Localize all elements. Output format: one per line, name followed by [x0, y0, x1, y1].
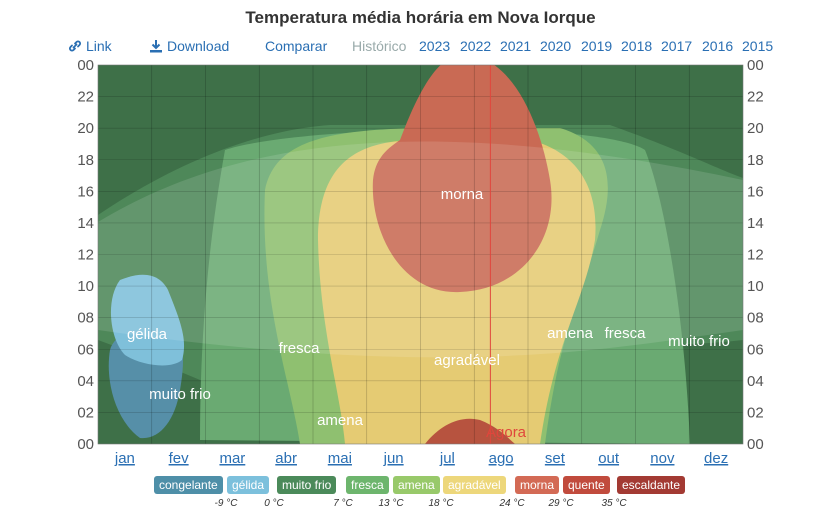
band-gelida — [110, 274, 185, 366]
year-link-2017[interactable]: 2017 — [661, 38, 693, 54]
year-link-2016[interactable]: 2016 — [702, 38, 734, 54]
plot-border — [97, 64, 744, 445]
legend-amena: amena — [393, 476, 440, 494]
y-tick-label: 10 — [747, 278, 764, 295]
legend-muito-frio: muito frio — [277, 476, 337, 494]
download-label: Download — [167, 38, 230, 54]
x-tick-label[interactable]: dez — [704, 450, 728, 467]
year-link-2022[interactable]: 2022 — [460, 38, 492, 54]
y-tick-label: 22 — [747, 89, 764, 106]
year-link-2020[interactable]: 2020 — [540, 38, 572, 54]
y-tick-label: 18 — [747, 152, 764, 169]
y-tick-label: 20 — [77, 120, 94, 137]
threshold-8: 35 °C — [601, 498, 627, 509]
y-tick-label: 10 — [77, 278, 94, 295]
year-link-2023[interactable]: 2023 — [419, 38, 451, 54]
compare-button[interactable]: Comparar — [265, 38, 328, 54]
y-tick-label: 00 — [77, 436, 94, 453]
y-axis-right: 00 02 04 06 08 10 12 14 16 18 20 22 00 — [747, 57, 764, 453]
band-morna-bottom — [425, 418, 515, 444]
legend-morna: morna — [515, 476, 560, 494]
threshold-7: 29 °C — [548, 498, 574, 509]
year-link-2018[interactable]: 2018 — [621, 38, 653, 54]
x-tick-label[interactable]: jun — [383, 450, 404, 467]
region-label-morna: morna — [441, 186, 484, 203]
y-axis-left: 00 02 04 06 08 10 12 14 16 18 20 22 00 — [77, 57, 94, 453]
history-label: Histórico — [352, 38, 407, 54]
daylight-shade — [98, 141, 743, 358]
y-tick-label: 02 — [747, 404, 764, 421]
x-tick-label[interactable]: jul — [439, 450, 455, 467]
legend-escaldante: escaldante — [617, 476, 686, 494]
threshold-5: 18 °C — [428, 498, 454, 509]
x-tick-label[interactable]: nov — [650, 450, 675, 467]
region-label-fresca: fresca — [279, 340, 321, 357]
plot-area — [98, 65, 743, 444]
y-tick-label: 08 — [747, 310, 764, 327]
y-tick-label: 02 — [77, 404, 94, 421]
legend-agradavel: agradável — [443, 476, 506, 494]
x-axis: jan fev mar abr mai jun jul ago set out nov dez — [114, 450, 728, 467]
legend-quente: quente — [563, 476, 610, 494]
year-link-2015[interactable]: 2015 — [742, 38, 774, 54]
threshold-1: -9 °C — [214, 498, 238, 509]
legend-gelida: gélida — [227, 476, 270, 494]
threshold-4: 13 °C — [378, 498, 404, 509]
threshold-6: 24 °C — [499, 498, 525, 509]
y-tick-label: 08 — [77, 310, 94, 327]
now-label: Agora — [486, 424, 527, 441]
region-label-muito-frio: muito frio — [149, 386, 211, 403]
y-tick-label: 00 — [77, 57, 94, 74]
region-label-gelida: gélida — [127, 326, 168, 343]
x-tick-label[interactable]: set — [545, 450, 566, 467]
band-morna — [372, 65, 552, 293]
region-label-muito-frio-2: muito frio — [668, 333, 730, 350]
legend-congelante: congelante — [154, 476, 223, 494]
chart-title: Temperatura média horária em Nova Iorque — [245, 8, 596, 27]
y-tick-label: 16 — [77, 183, 94, 200]
download-button[interactable]: Download — [149, 38, 229, 54]
region-label-agradavel: agradável — [434, 352, 500, 369]
x-tick-label[interactable]: jan — [114, 450, 135, 467]
y-tick-label: 12 — [747, 247, 764, 264]
gridlines — [98, 65, 743, 444]
y-tick-label: 00 — [747, 57, 764, 74]
x-tick-label[interactable]: mar — [219, 450, 245, 467]
y-tick-label: 16 — [747, 183, 764, 200]
x-tick-label[interactable]: abr — [275, 450, 297, 467]
y-tick-label: 22 — [77, 89, 94, 106]
year-link-2019[interactable]: 2019 — [581, 38, 613, 54]
x-tick-label[interactable]: fev — [169, 450, 190, 467]
y-tick-label: 18 — [77, 152, 94, 169]
link-button[interactable]: Link — [68, 38, 112, 54]
threshold-3: 7 °C — [333, 498, 353, 509]
y-tick-label: 06 — [747, 341, 764, 358]
region-label-amena: amena — [317, 412, 364, 429]
y-tick-label: 00 — [747, 436, 764, 453]
x-tick-label[interactable]: out — [598, 450, 620, 467]
legend-fresca: fresca — [346, 476, 389, 494]
y-tick-label: 06 — [77, 341, 94, 358]
download-icon — [150, 40, 162, 53]
link-label: Link — [86, 38, 112, 54]
region-label-fresca-2: fresca — [605, 325, 647, 342]
threshold-2: 0 °C — [264, 498, 284, 509]
year-link-2021[interactable]: 2021 — [500, 38, 532, 54]
y-tick-label: 20 — [747, 120, 764, 137]
y-tick-label: 14 — [77, 215, 94, 232]
y-tick-label: 04 — [77, 373, 94, 390]
x-tick-label[interactable]: mai — [328, 450, 352, 467]
link-icon — [69, 40, 81, 52]
region-label-amena-2: amena — [547, 325, 594, 342]
y-tick-label: 12 — [77, 247, 94, 264]
x-tick-label[interactable]: ago — [489, 450, 514, 467]
y-tick-label: 14 — [747, 215, 764, 232]
y-tick-label: 04 — [747, 373, 764, 390]
